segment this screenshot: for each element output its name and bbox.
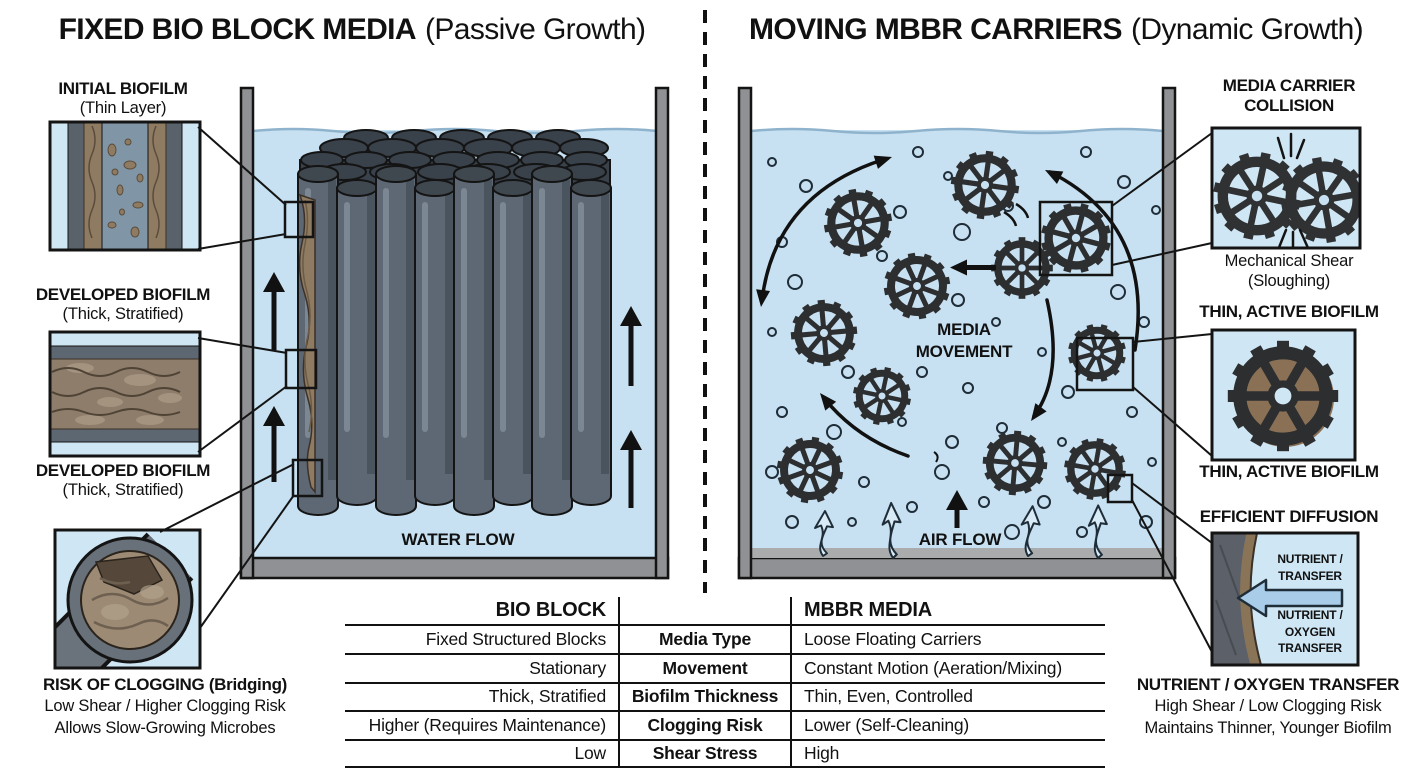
table-metric: Shear Stress (618, 739, 792, 768)
label-clogging-line1: Low Shear / Higher Clogging Risk (44, 697, 286, 715)
bubbles (765, 146, 1161, 540)
label-media-movement-line1: MEDIA (937, 320, 991, 339)
nutrient-bot-line1: NUTRIENT / (1277, 608, 1343, 622)
right-panel-title: MOVING MBBR CARRIERS (Dynamic Growth) (724, 13, 1388, 47)
label-media-movement: MEDIA MOVEMENT (888, 319, 1040, 363)
table-header-mbbr-media: MBBR MEDIA (804, 599, 932, 621)
table-metric: Movement (618, 652, 792, 682)
air-flow-arrows (814, 490, 1110, 560)
bio-block-tubes (297, 129, 612, 516)
label-air-flow: AIR FLOW (918, 530, 1002, 549)
inset-thin-biofilm-carrier (1210, 328, 1357, 462)
label-thin-biofilm-upper: THIN, ACTIVE BIOFILM (1199, 302, 1379, 321)
table-cell: Thick, Stratified (345, 681, 618, 711)
label-developed-lower: DEVELOPED BIOFILM (35, 461, 211, 480)
table-cell: Stationary (345, 652, 618, 682)
callout-connectors (159, 126, 1213, 653)
nutrient-top-line2: TRANSFER (1278, 568, 1342, 583)
circulation-arrows (756, 155, 1140, 463)
right-title-rest: (Dynamic Growth) (1130, 13, 1364, 46)
inset-diffusion (1210, 531, 1360, 667)
left-title-rest: (Passive Growth) (424, 13, 646, 46)
table-header-center (618, 597, 792, 624)
left-title-bold: FIXED BIO BLOCK MEDIA (58, 13, 417, 46)
table-cell: High (792, 739, 1105, 768)
left-panel-title: FIXED BIO BLOCK MEDIA (Passive Growth) (20, 13, 684, 47)
table-cell: Fixed Structured Blocks (345, 624, 618, 653)
inset-clogging (53, 528, 202, 670)
label-transfer-heading: NUTRIENT / OXYGEN TRANSFER (1136, 675, 1400, 694)
label-transfer-line2: Maintains Thinner, Younger Biofilm (1144, 719, 1392, 737)
table-header-bio-block: BIO BLOCK (495, 599, 607, 621)
label-water-flow: WATER FLOW (401, 530, 515, 549)
label-efficient-diffusion: EFFICIENT DIFFUSION (1199, 507, 1379, 526)
nutrient-top-line1: NUTRIENT / (1277, 552, 1343, 566)
label-nutrient-transfer-top: NUTRIENT / TRANSFER (1268, 551, 1352, 584)
table-cell: Higher (Requires Maintenance) (345, 710, 618, 739)
label-initial-biofilm-sub: (Thin Layer) (79, 99, 167, 117)
inset-initial-biofilm (48, 120, 202, 252)
label-developed-lower-sub: (Thick, Stratified) (62, 481, 184, 499)
label-sloughing: (Sloughing) (1247, 272, 1331, 290)
right-title-bold: MOVING MBBR CARRIERS (748, 13, 1123, 46)
nutrient-bot-line2: OXYGEN (1284, 624, 1336, 639)
table-cell: Constant Motion (Aeration/Mixing) (792, 652, 1105, 682)
label-mechanical-shear: Mechanical Shear (1224, 252, 1354, 270)
inset-developed-biofilm (48, 330, 202, 458)
label-thin-biofilm-lower: THIN, ACTIVE BIOFILM (1199, 462, 1379, 481)
table-cell: Lower (Self-Cleaning) (792, 710, 1105, 739)
left-tank (239, 86, 670, 580)
label-transfer-line1: High Shear / Low Clogging Risk (1154, 697, 1382, 715)
label-media-movement-line2: MOVEMENT (915, 342, 1013, 361)
inset-collision (1210, 126, 1362, 250)
table-metric: Clogging Risk (618, 710, 792, 740)
nutrient-bot-line3: TRANSFER (1278, 641, 1342, 655)
table-cell: Loose Floating Carriers (792, 624, 1105, 653)
label-collision-line2: COLLISION (1244, 96, 1334, 115)
transfer-arrow (1236, 578, 1344, 618)
table-cell: Low (345, 739, 618, 768)
right-tank (737, 86, 1177, 580)
comparison-table: BIO BLOCK MBBR MEDIA Fixed Structured Bl… (345, 597, 1105, 768)
label-collision-heading: MEDIA CARRIER COLLISION (1176, 76, 1402, 116)
label-nutrient-transfer-bottom: NUTRIENT / OXYGEN TRANSFER (1268, 607, 1352, 657)
label-developed-upper: DEVELOPED BIOFILM (35, 285, 211, 304)
callout-squares (283, 200, 1135, 504)
label-collision-line1: MEDIA CARRIER (1222, 76, 1356, 95)
label-clogging-line2: Allows Slow-Growing Microbes (54, 719, 276, 737)
label-clogging-heading: RISK OF CLOGGING (Bridging) (42, 675, 288, 694)
table-metric: Biofilm Thickness (618, 681, 792, 711)
label-initial-biofilm: INITIAL BIOFILM (58, 79, 188, 98)
label-developed-upper-sub: (Thick, Stratified) (62, 305, 184, 323)
water-flow-arrows (263, 272, 642, 508)
table-cell: Thin, Even, Controlled (792, 681, 1105, 711)
table-metric: Media Type (618, 624, 792, 653)
